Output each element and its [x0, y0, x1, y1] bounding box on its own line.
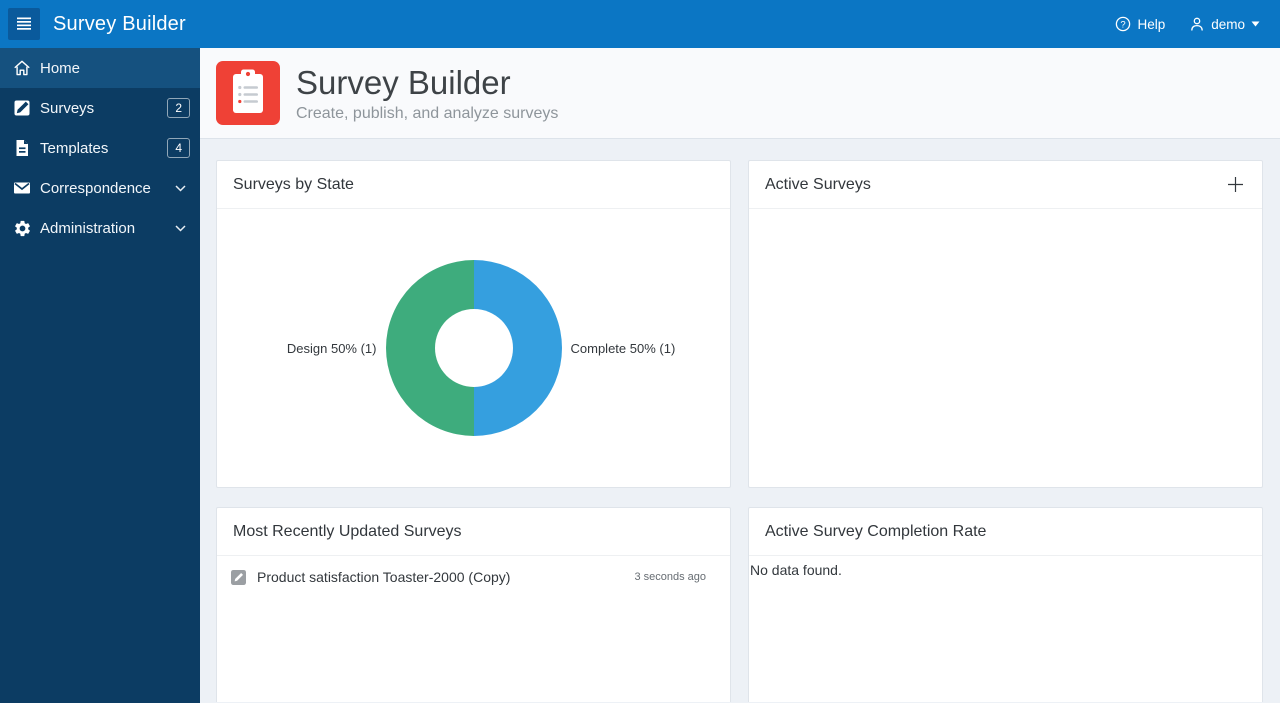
topbar: Survey Builder ? Help demo [0, 0, 1280, 48]
donut-label-complete: Complete 50% (1) [570, 340, 676, 356]
sidebar-item-administration[interactable]: Administration [0, 208, 200, 248]
plus-icon [1228, 177, 1243, 192]
mail-icon [12, 178, 32, 198]
sidebar-item-label: Home [40, 59, 81, 77]
donut-hole [434, 309, 513, 387]
dashboard-content: Surveys by State Design 50% (1) Complete… [200, 139, 1280, 702]
sidebar-item-home[interactable]: Home [0, 48, 200, 88]
gear-icon [12, 218, 32, 238]
page-title: Survey Builder [296, 63, 511, 101]
user-icon [1191, 17, 1204, 31]
hamburger-icon [17, 17, 31, 30]
chevron-down-icon [175, 184, 186, 192]
help-label: Help [1137, 16, 1166, 32]
sidebar-item-correspondence[interactable]: Correspondence [0, 168, 200, 208]
user-label: demo [1211, 16, 1245, 32]
user-menu[interactable]: demo [1189, 16, 1260, 32]
card-recent-surveys: Most Recently Updated Surveys Product sa… [216, 507, 731, 702]
card-surveys-by-state: Surveys by State Design 50% (1) Complete… [216, 160, 731, 488]
home-icon [12, 58, 32, 78]
sidebar-item-templates[interactable]: Templates 4 [0, 128, 200, 168]
card-title: Most Recently Updated Surveys [233, 522, 462, 540]
templates-icon [12, 138, 32, 158]
caret-down-icon [1251, 21, 1260, 27]
menu-button[interactable] [8, 8, 40, 40]
donut-label-design: Design 50% (1) [286, 340, 377, 356]
survey-pencil-icon [231, 569, 246, 585]
page-header: Survey Builder Create, publish, and anal… [200, 48, 1280, 139]
sidebar-item-label: Templates [40, 139, 109, 157]
surveys-by-state-chart: Design 50% (1) Complete 50% (1) [217, 209, 730, 487]
surveys-count-badge: 2 [167, 98, 190, 118]
templates-count-badge: 4 [167, 138, 190, 158]
clipboard-app-icon [216, 61, 280, 125]
chevron-down-icon [175, 224, 186, 232]
svg-text:?: ? [1121, 19, 1126, 30]
surveys-icon [12, 98, 32, 118]
sidebar: Home Surveys 2 Templates 4 [0, 48, 200, 703]
help-link[interactable]: ? Help [1115, 16, 1165, 32]
sidebar-item-label: Surveys [40, 99, 95, 117]
help-icon: ? [1116, 16, 1131, 32]
sidebar-item-label: Correspondence [40, 179, 151, 197]
card-active-surveys: Active Surveys [748, 160, 1263, 488]
card-completion-rate: Active Survey Completion Rate No data fo… [748, 507, 1263, 702]
recent-survey-row[interactable]: Product satisfaction Toaster-2000 (Copy)… [217, 556, 730, 598]
card-title: Active Surveys [765, 175, 871, 193]
survey-name: Product satisfaction Toaster-2000 (Copy) [257, 569, 511, 585]
main-area: Survey Builder Create, publish, and anal… [200, 48, 1280, 703]
survey-updated-time: 3 seconds ago [634, 571, 706, 583]
card-title: Active Survey Completion Rate [765, 522, 987, 540]
sidebar-item-label: Administration [40, 219, 136, 237]
app-title: Survey Builder [53, 12, 186, 35]
card-title: Surveys by State [233, 175, 354, 193]
add-survey-button[interactable] [1225, 174, 1246, 195]
no-data-text: No data found. [750, 562, 842, 578]
page-subtitle: Create, publish, and analyze surveys [296, 104, 559, 122]
sidebar-item-surveys[interactable]: Surveys 2 [0, 88, 200, 128]
surveys-by-state-donut [385, 260, 562, 436]
